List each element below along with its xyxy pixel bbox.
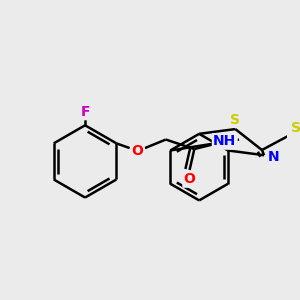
Text: O: O: [131, 144, 143, 158]
Text: S: S: [230, 112, 240, 127]
Text: S: S: [291, 121, 300, 135]
Text: F: F: [80, 105, 90, 119]
Text: N: N: [268, 150, 280, 164]
Text: NH: NH: [213, 134, 236, 148]
Text: O: O: [184, 172, 196, 187]
